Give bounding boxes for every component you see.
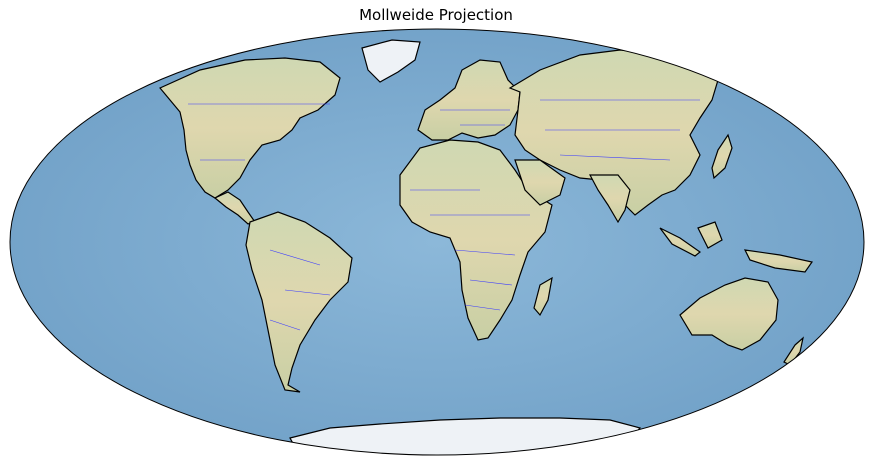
ocean xyxy=(10,29,864,455)
north-america xyxy=(159,57,341,199)
new-guinea xyxy=(743,249,814,273)
south-america xyxy=(245,211,353,393)
arabia xyxy=(514,159,566,206)
sumatra xyxy=(659,227,702,257)
japan xyxy=(711,133,733,180)
border-lines-eurasia xyxy=(440,99,700,161)
greenland xyxy=(361,39,421,83)
antarctica xyxy=(289,417,642,455)
border-lines-americas xyxy=(188,103,331,331)
globe-outline xyxy=(9,28,865,456)
madagascar xyxy=(533,276,553,317)
india xyxy=(589,174,631,224)
australia xyxy=(679,277,779,351)
border-lines-africa xyxy=(410,189,530,311)
map-title: Mollweide Projection xyxy=(359,6,513,24)
borneo xyxy=(697,221,723,249)
